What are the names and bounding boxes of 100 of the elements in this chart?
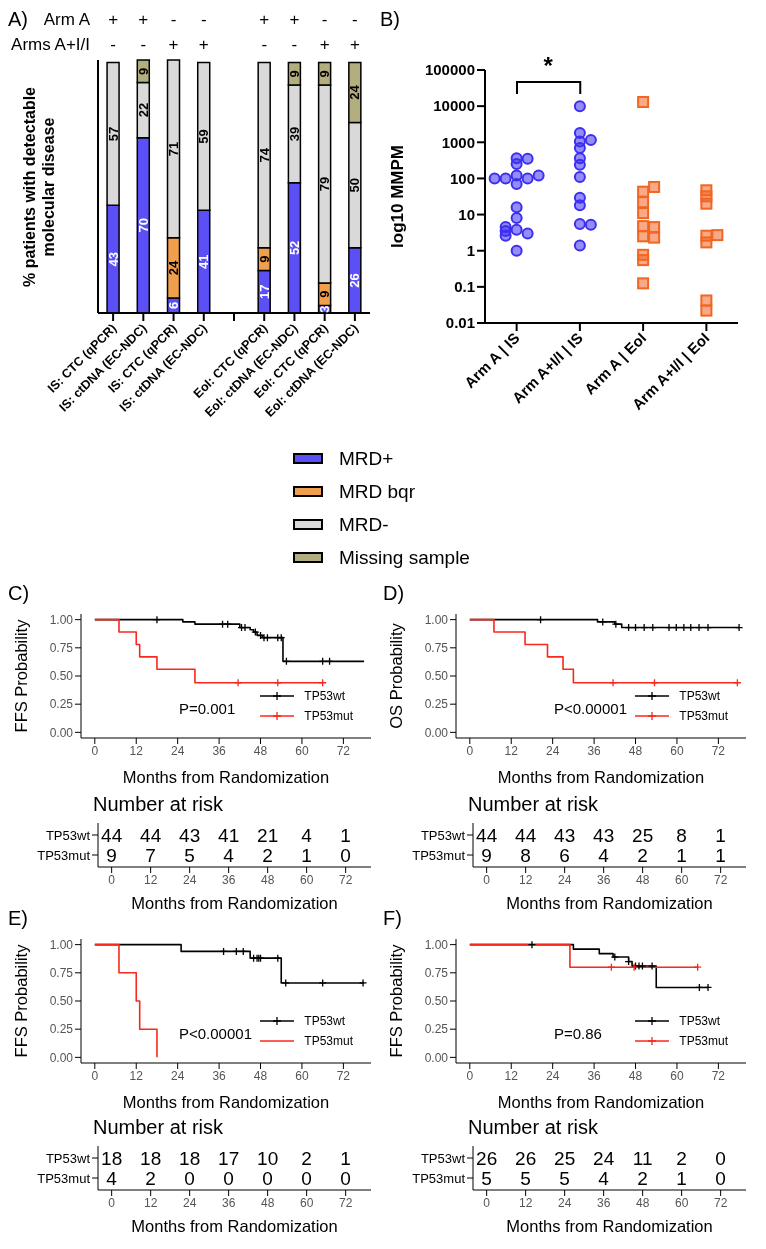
y-tick-label: 0.50: [424, 669, 449, 684]
text: Arms A+I/I: [10, 35, 90, 55]
data-label: 5: [559, 1167, 570, 1189]
x-tick-label: 48: [635, 1195, 650, 1210]
data-label: 6: [166, 301, 182, 310]
data-label: 21: [257, 824, 279, 846]
annotation: P<0.00001: [551, 700, 630, 717]
legend-label: TP53mut: [304, 709, 353, 723]
data-label: 57: [105, 126, 121, 142]
x-axis-title: Months from Randomization: [131, 894, 338, 912]
x-tick-label: 60: [295, 743, 309, 758]
x-axis-title: Months from Randomization: [497, 768, 705, 786]
x-tick-label: 36: [596, 872, 611, 887]
y-tick-label: 0.75: [424, 966, 449, 981]
legend-label: TP53mut: [679, 1034, 728, 1048]
y-tick-label: 0.01: [445, 314, 475, 332]
x-tick-label: 36: [221, 1195, 236, 1210]
point: [610, 952, 619, 962]
data-label: 41: [218, 824, 240, 846]
data-label: 18: [140, 1147, 162, 1169]
point: [358, 978, 368, 988]
x-tick-label: 48: [260, 1195, 275, 1210]
data-label: 6: [559, 844, 570, 866]
point: [703, 623, 713, 632]
point: [598, 617, 607, 627]
data-label: 0: [715, 1147, 726, 1169]
x-tick-label: 0: [91, 1068, 99, 1083]
chart-title: A): [8, 8, 28, 31]
chart-title: D): [383, 582, 405, 605]
y-tick-label: TP53wt: [45, 827, 91, 843]
text: -: [169, 10, 178, 30]
y-tick-label: TP53mut: [412, 847, 466, 863]
data-label: 74: [256, 147, 272, 163]
data-label: 1: [676, 844, 687, 866]
x-tick-label: 24: [170, 1068, 185, 1083]
text: +: [107, 10, 120, 30]
point: [664, 623, 674, 632]
point: [638, 961, 647, 971]
data-label: 0: [184, 1167, 195, 1189]
data-label: 5: [184, 844, 195, 866]
x-tick-label: 12: [518, 1195, 533, 1210]
legend-label: MRD-: [339, 513, 389, 536]
data-label: 9: [256, 255, 272, 263]
y-tick-label: 100: [449, 169, 475, 187]
point: [703, 983, 713, 992]
data-label: 3: [317, 305, 333, 313]
x-tick-label: 60: [670, 1068, 684, 1083]
x-tick-label: 60: [674, 872, 689, 887]
x-tick-label: 24: [170, 743, 185, 758]
data-label: 0: [223, 1167, 234, 1189]
annotation: P<0.00001: [176, 1025, 255, 1042]
data-label: 8: [676, 824, 687, 846]
data-label: 1: [676, 1167, 687, 1189]
x-tick-label: 60: [299, 1195, 314, 1210]
x-tick-label: 36: [587, 1068, 602, 1083]
data-label: 44: [515, 824, 537, 846]
text: +: [288, 10, 301, 30]
point: [527, 940, 537, 949]
legend-label: TP53wt: [679, 1014, 720, 1028]
y-tick-label: 0.1: [454, 278, 475, 296]
point: [152, 615, 162, 624]
point: [233, 678, 243, 687]
x-tick-label: 48: [253, 743, 268, 758]
data-label: 43: [593, 824, 615, 846]
y-tick-label: 0.75: [49, 966, 74, 981]
point: [734, 623, 744, 632]
data-label: 79: [317, 176, 333, 192]
x-tick-label: 48: [253, 1068, 268, 1083]
x-tick-label: 48: [635, 872, 650, 887]
data-label: 44: [101, 824, 123, 846]
x-axis-title: Months from Randomization: [131, 1217, 338, 1235]
x-tick-label: 0: [108, 1195, 116, 1210]
data-label: 52: [286, 240, 302, 256]
x-tick-label: 72: [336, 1068, 351, 1083]
legend-label: TP53wt: [304, 1014, 345, 1028]
y-tick-label: 0.25: [49, 1022, 74, 1037]
text: +: [197, 35, 210, 55]
data-label: 50: [347, 178, 363, 193]
x-tick-label: 60: [295, 1068, 309, 1083]
x-tick-label: 72: [713, 1195, 728, 1210]
data-label: 1: [715, 824, 726, 846]
data-label: 9: [317, 290, 333, 298]
legend-label: MRD bqr: [339, 480, 416, 503]
x-tick-label: 60: [299, 872, 314, 887]
point: [223, 620, 232, 629]
data-label: 4: [223, 844, 235, 866]
data-label: 4: [598, 1167, 610, 1189]
data-label: 4: [598, 844, 610, 866]
text: -: [199, 10, 208, 30]
x-tick-label: 60: [670, 743, 684, 758]
x-tick-label: 12: [143, 1195, 158, 1210]
data-label: 26: [515, 1147, 537, 1169]
x-tick-label: 48: [628, 1068, 643, 1083]
data-label: 43: [179, 824, 201, 846]
text: -: [290, 35, 299, 55]
x-tick-label: 0: [108, 872, 116, 887]
y-tick-label: 10: [458, 205, 475, 223]
data-label: 4: [301, 824, 313, 846]
x-tick-label: 36: [596, 1195, 611, 1210]
x-tick-label: 24: [557, 872, 572, 887]
